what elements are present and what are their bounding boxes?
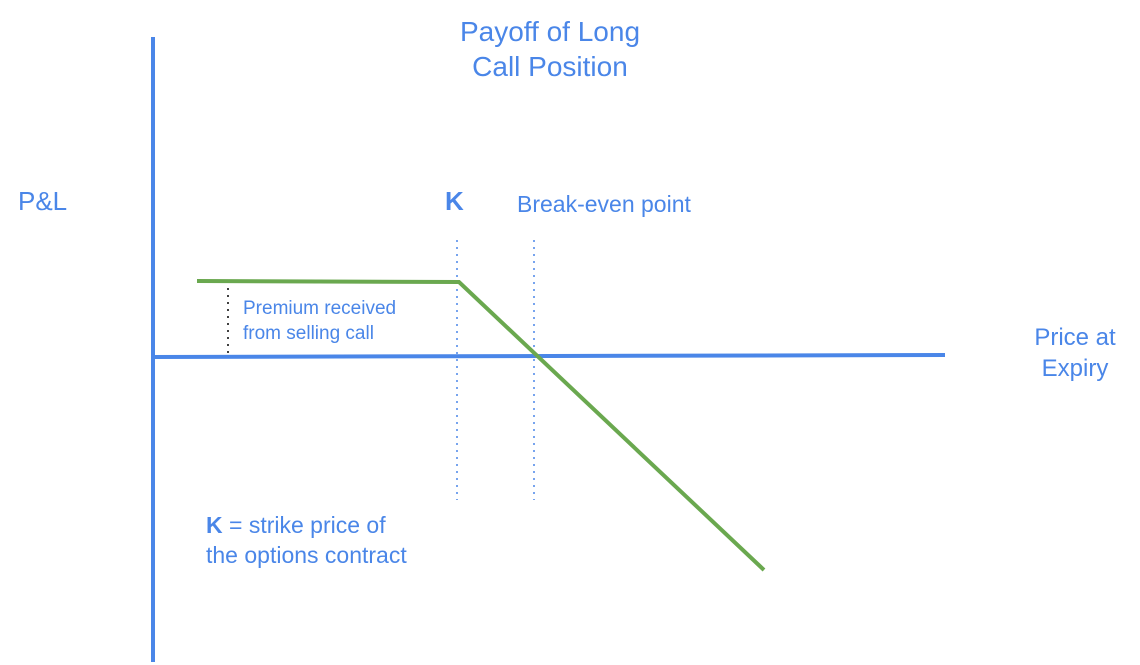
note-line-2: the options contract xyxy=(206,542,407,568)
note-symbol: K xyxy=(206,512,223,538)
premium-label-line-2: from selling call xyxy=(243,323,374,344)
note-line-1-rest: = strike price of xyxy=(222,512,386,538)
strike-definition-note: K = strike price of the options contract xyxy=(206,510,407,570)
x-axis-label-line-2: Expiry xyxy=(1041,355,1109,382)
title-line-2: Call Position xyxy=(472,51,628,82)
x-axis-label-line-1: Price at xyxy=(1034,324,1116,351)
note-line-1: K = strike price of xyxy=(206,510,407,540)
x-axis xyxy=(152,353,946,359)
payoff-line xyxy=(196,279,766,572)
premium-label-line-1: Premium received xyxy=(243,298,397,319)
x-axis-label: Price at Expiry xyxy=(1020,322,1130,384)
break-even-label: Break-even point xyxy=(517,191,691,217)
diagram-title: Payoff of Long Call Position xyxy=(400,14,700,84)
y-axis-label: P&L xyxy=(18,186,68,216)
strike-label: K xyxy=(445,186,464,216)
premium-label: Premium received from selling call xyxy=(243,296,396,346)
title-line-1: Payoff of Long xyxy=(459,16,641,47)
